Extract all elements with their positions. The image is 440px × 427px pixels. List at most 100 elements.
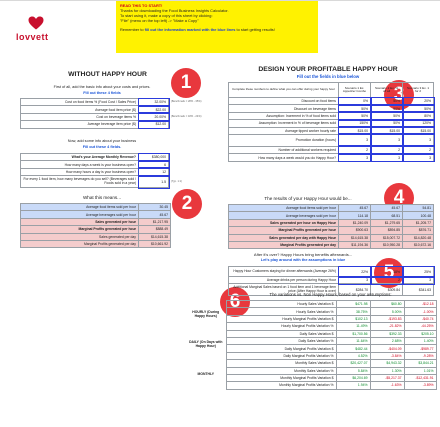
row-label: Hourly Sales Variation %: [225, 307, 337, 316]
input-cell[interactable]: 50%: [369, 103, 404, 114]
basic-info-sub: Fill out these 4 fields: [83, 91, 121, 95]
row-value: $1,700.56: [335, 329, 371, 338]
row-label: How many days a week is your business op…: [20, 160, 139, 169]
input-cell[interactable]: 3: [401, 133, 435, 148]
input-cell[interactable]: 12: [137, 167, 170, 177]
row-value: $20,427.07: [335, 359, 371, 368]
input-cell[interactable]: 150%: [337, 118, 372, 129]
row-note: [169, 154, 211, 161]
table-row: Sales generated per hour $1,217.95: [20, 217, 171, 227]
input-cell[interactable]: $15.00: [369, 126, 404, 136]
row-value: 30.45: [138, 202, 171, 212]
row-value: -$5,217.37: [369, 373, 405, 383]
table-row: Daily Marginal Profits Variation $ $482.…: [186, 344, 437, 353]
input-cell[interactable]: 50%: [337, 103, 372, 114]
input-cell[interactable]: 2: [401, 145, 435, 155]
input-cell[interactable]: $15.00: [401, 126, 435, 136]
input-cell[interactable]: 6: [137, 159, 170, 170]
row-value: -3.89%: [403, 381, 437, 390]
row-value: $894.85: [370, 226, 403, 235]
row-label: Marginal Profits generated per day: [228, 240, 339, 250]
row-label: Sales generated per day with Happy Hour: [228, 233, 339, 242]
table-row: Additional Marginal Sales based on 1 foo…: [228, 283, 434, 297]
input-cell[interactable]: 50%: [337, 111, 372, 121]
row-label: Sales generated per day: [20, 232, 139, 241]
row-value: 38.75%: [335, 307, 371, 316]
input-cell[interactable]: 50%: [369, 118, 404, 129]
input-cell[interactable]: 50%: [369, 111, 404, 121]
row-label: Monthly Sales Variation %: [225, 366, 337, 375]
basic-info-caption: First of all, add the basic info about y…: [53, 85, 151, 89]
step-badge-1: 1: [171, 68, 201, 98]
table-row: Assumption: Increment in % of food items…: [228, 111, 435, 121]
row-value: $11,194.36: [338, 240, 371, 250]
input-cell[interactable]: 32.00%: [137, 97, 170, 107]
input-cell[interactable]: 0%: [337, 96, 372, 106]
row-label: Assumption: Increment in % of food items…: [228, 111, 339, 121]
row-label: Average beverage item price ($): [20, 120, 139, 129]
input-cell[interactable]: $22.00: [137, 104, 170, 115]
input-cell[interactable]: 3: [337, 275, 372, 285]
table-row: Average food items sold per hour 30.45: [20, 202, 171, 212]
input-cell[interactable]: $12.00: [137, 119, 170, 130]
row-value: 2.68%: [369, 336, 405, 346]
input-cell[interactable]: 20%: [401, 96, 435, 106]
row-label: Cost on food items % (Food Cost / Sales …: [20, 97, 139, 107]
input-cell[interactable]: 3: [401, 275, 435, 285]
input-cell[interactable]: 18%: [369, 265, 404, 278]
variation-group-label: MONTHLY: [197, 372, 214, 377]
input-cell[interactable]: 50%: [369, 96, 404, 106]
variation-group-label: HOURLY (During Happy Hours): [192, 310, 220, 319]
table-row: Average food item price ($) $22.00: [20, 104, 211, 115]
input-cell[interactable]: 2: [369, 275, 404, 285]
notice-line: To start using it, make a copy of this s…: [120, 13, 213, 18]
input-cell[interactable]: 3: [401, 152, 435, 163]
step-badge-2: 2: [172, 189, 202, 219]
right-section-title: DESIGN YOUR PROFITABLE HAPPY HOUR: [258, 66, 398, 73]
row-value: -$12.18: [403, 299, 437, 309]
input-cell[interactable]: 20.00%: [137, 112, 170, 122]
row-value: $14,615.38: [338, 233, 371, 242]
table-row: Discount on beverage items 50% 50% 50%: [228, 103, 435, 114]
business-info-sub: Fill out these 4 fields.: [82, 145, 122, 149]
input-cell[interactable]: 1.5: [137, 174, 170, 189]
benchmark-note: [169, 121, 211, 128]
row-value: -44.25%: [403, 322, 437, 331]
input-cell[interactable]: 120%: [401, 118, 435, 129]
input-cell[interactable]: 3: [337, 133, 372, 148]
input-cell[interactable]: $380,000: [137, 152, 170, 162]
input-cell[interactable]: 2: [369, 145, 404, 155]
row-value: $284.70: [338, 283, 371, 297]
row-label: Promotion duration (hours): [228, 133, 339, 147]
input-cell[interactable]: 50%: [401, 103, 435, 114]
after-caption: After it's over? Happy Hours bring benef…: [253, 252, 353, 257]
input-cell[interactable]: 3: [337, 152, 372, 163]
row-label: Discount on beverage items: [228, 104, 339, 113]
variations-caption: The variations vs. Non Happy Hours, base…: [269, 292, 392, 297]
table-row: DAILY (On Days with Happy Hour) Daily Sa…: [186, 329, 437, 348]
benchmark-note: (Benchmark = 18% - 24%): [171, 114, 202, 118]
input-cell[interactable]: 80%: [401, 111, 435, 121]
input-cell[interactable]: 22%: [337, 265, 372, 278]
table-row: Average beverage item price ($) $12.00: [20, 119, 211, 130]
row-note: [169, 161, 211, 168]
notice-line: Thanks for downloading the Food Business…: [120, 8, 229, 13]
input-cell[interactable]: $15.00: [337, 126, 372, 136]
input-cell[interactable]: 3: [369, 133, 404, 148]
row-label: Marginal Profits generated per day: [20, 239, 139, 249]
table-row: Average beverages sold per hour 45.67: [20, 210, 171, 219]
table-row: Number of additional workers required 2 2 2: [228, 145, 435, 155]
business-info-table: What's your Average Monthly Revenue? $380…: [20, 152, 211, 189]
row-value: -21.82%: [369, 322, 405, 331]
row-value: $1,240.09: [338, 218, 371, 228]
row-label: Hourly Sales Variation $: [225, 299, 337, 309]
table-row: Promotion duration (hours) 3 3 3: [228, 133, 435, 148]
row-label: Monthly Sales Variation $: [225, 359, 337, 368]
results-caption: The results of your Happy Hour would be.…: [264, 196, 352, 201]
input-cell[interactable]: 3: [369, 152, 404, 163]
row-value: -$989.77: [403, 344, 437, 353]
input-cell[interactable]: 2: [337, 145, 372, 155]
input-cell[interactable]: 25%: [401, 265, 435, 278]
row-value: 1.30%: [369, 366, 405, 375]
after-table: Happy Hour Customers staying for dinner …: [228, 265, 435, 297]
